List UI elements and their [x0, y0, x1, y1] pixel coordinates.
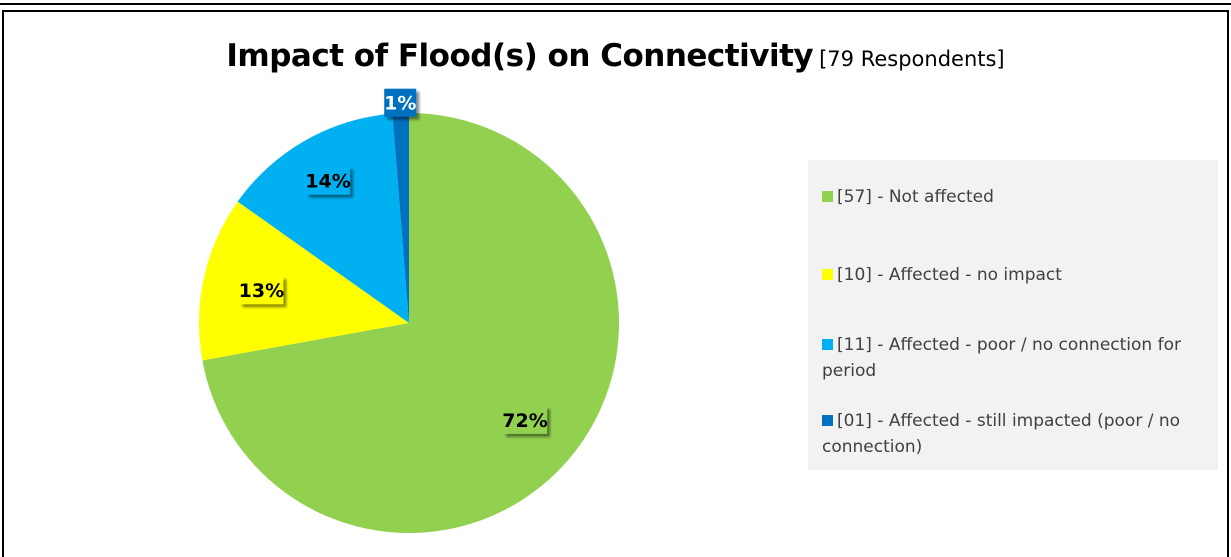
data-label-box [239, 276, 284, 305]
legend-item-still-impacted: [01] - Affected - still impacted (poor /… [822, 408, 1212, 460]
pie-slices [198, 113, 619, 533]
data-label-box [306, 166, 351, 195]
pie-data-labels: 72% 13% 14% 1% [239, 88, 548, 434]
data-label-no-impact: 13% [239, 276, 284, 305]
data-label-box [384, 88, 417, 117]
pie-slice-poor-connection [237, 113, 409, 323]
pie-slice-still-impacted [392, 113, 409, 323]
legend-label: [01] - Affected - still impacted (poor /… [822, 411, 1181, 457]
legend-swatch [822, 339, 833, 350]
legend-item-not-affected: [57] - Not affected [822, 184, 1212, 210]
chart-title: Impact of Flood(s) on Connectivity [79 Re… [0, 38, 1231, 74]
data-label-text: 14% [305, 171, 350, 193]
legend-item-no-impact: [10] - Affected - no impact [822, 262, 1212, 288]
legend-swatch [822, 269, 833, 280]
legend-label: [10] - Affected - no impact [837, 265, 1062, 285]
legend: [57] - Not affected [10] - Affected - no… [808, 160, 1218, 470]
data-label-still-impacted: 1% [384, 88, 417, 117]
data-label-text: 72% [502, 410, 547, 432]
legend-swatch [822, 191, 833, 202]
pie-slice-no-impact [198, 201, 409, 361]
legend-label: [11] - Affected - poor / no connection f… [822, 335, 1181, 381]
legend-item-poor-connection: [11] - Affected - poor / no connection f… [822, 332, 1212, 384]
data-label-text: 1% [384, 93, 416, 115]
legend-swatch [822, 415, 833, 426]
top-border [0, 0, 1231, 5]
data-label-poor-connection: 14% [305, 166, 351, 195]
chart-title-main: Impact of Flood(s) on Connectivity [226, 38, 814, 74]
chart-title-respondents: [79 Respondents] [819, 47, 1005, 71]
data-label-not-affected: 72% [502, 405, 548, 434]
data-label-text: 13% [239, 280, 284, 302]
legend-label: [57] - Not affected [837, 187, 994, 207]
data-label-box [503, 405, 548, 434]
